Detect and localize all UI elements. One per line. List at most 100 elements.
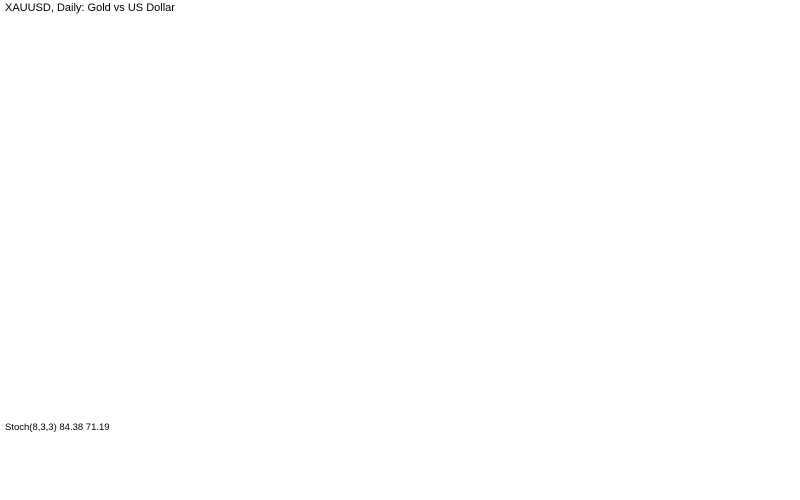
bull-candle-body <box>568 100 575 108</box>
bull-candle-body <box>320 228 327 248</box>
bull-candle-body <box>128 348 135 351</box>
stochastic-tick-label: 0.00 <box>753 474 772 485</box>
bull-candle-body <box>2 301 7 314</box>
candle <box>608 53 615 96</box>
bear-candle-body <box>24 326 31 353</box>
bull-candle-body <box>120 347 127 364</box>
bear-candle-body <box>496 77 503 120</box>
bull-candle-body <box>88 349 95 368</box>
candle <box>168 359 175 403</box>
candle <box>352 239 359 287</box>
bull-candle-body <box>360 227 367 270</box>
candle <box>136 294 143 361</box>
time-tick-label: 28 May 2024 <box>5 485 60 496</box>
level-price-badge <box>749 128 798 141</box>
candle <box>544 55 551 106</box>
price-tick-label: 2347.57 <box>753 317 787 328</box>
candle <box>368 168 375 232</box>
bull-candle-body <box>56 278 63 311</box>
time-tick-label: 19 Jun 2024 <box>133 485 185 496</box>
bull-candle-body <box>280 141 287 213</box>
candle <box>272 185 279 243</box>
candle <box>8 301 15 341</box>
bear-candle-body <box>352 261 359 268</box>
price-tick-label: 2520.69 <box>753 61 787 72</box>
time-tick-label: 23 Jul 2024 <box>325 485 374 496</box>
candle <box>32 310 39 370</box>
candle <box>72 372 79 413</box>
candle <box>64 261 71 413</box>
bear-candle-body <box>40 314 47 353</box>
candle <box>120 342 127 383</box>
candle <box>424 189 431 209</box>
bull-candle-body <box>592 86 599 101</box>
candle <box>208 294 215 350</box>
stochastic-axis: 100.00 80.00 20.00 0.00 <box>747 414 782 485</box>
bear-candle-body <box>488 75 495 80</box>
price-tick-label: 2455.77 <box>753 157 787 168</box>
candle <box>184 332 191 364</box>
candle <box>80 361 87 396</box>
price-tick-label: 2477.41 <box>753 119 787 130</box>
bull-candle-body <box>464 84 471 163</box>
candle <box>232 256 239 319</box>
candle <box>328 196 335 256</box>
current-price-label: 2553.52 <box>752 12 786 23</box>
bull-candle-body <box>576 70 583 102</box>
main-panel <box>1 1 748 418</box>
bull-candle-body <box>240 296 247 305</box>
bull-candle-body <box>176 351 183 396</box>
candle <box>192 335 199 361</box>
bear-candle-body <box>400 227 407 263</box>
bull-candle-body <box>208 308 215 348</box>
bear-candle-body <box>144 302 151 361</box>
bear-candle-body <box>552 91 559 99</box>
bull-candle-body <box>104 342 111 388</box>
price-tick-label: 2390.85 <box>753 253 787 264</box>
moving-average-line <box>2 81 620 354</box>
candle <box>56 275 63 314</box>
bull-candle-body <box>520 59 527 72</box>
candle <box>160 339 167 366</box>
bull-candle-body <box>536 62 543 90</box>
level-price-label: 2473.96 <box>752 130 786 141</box>
bear-candle-body <box>312 237 319 250</box>
bear-candle-body <box>328 231 335 248</box>
bull-candle-body <box>368 174 375 228</box>
bear-candle-body <box>392 183 399 226</box>
time-tick-label: 14 Aug 2024 <box>453 485 506 496</box>
candle <box>552 85 559 111</box>
candle <box>40 313 47 369</box>
candle <box>216 299 223 316</box>
candle <box>616 13 623 81</box>
stochastic-tick-label: 80.00 <box>753 430 777 441</box>
bear-candle-body <box>64 277 71 403</box>
bear-candle-body <box>160 342 167 364</box>
price-tick-label: 2434.13 <box>753 189 787 200</box>
stochastic-tick-label: 100.00 <box>753 414 782 425</box>
bull-candle-body <box>616 15 623 80</box>
candle <box>448 125 455 188</box>
price-tick-label: 2369.21 <box>753 285 787 296</box>
bear-candle-body <box>264 224 271 228</box>
stochastic-tick-label: 20.00 <box>753 458 777 469</box>
bear-candle-body <box>528 57 535 90</box>
stochastic-panel-border <box>1 418 748 480</box>
price-tick-label: 2499.05 <box>753 93 787 104</box>
time-tick-label: 7 Jun 2024 <box>69 485 116 496</box>
bull-candle-body <box>72 375 79 408</box>
bear-candle-body <box>472 86 479 90</box>
bear-candle-body <box>232 258 239 306</box>
candle <box>416 200 423 276</box>
bull-candle-body <box>432 136 439 204</box>
candle <box>432 133 439 206</box>
bear-candle-body <box>296 157 303 177</box>
stochastic-label: Stoch(8,3,3) 84.38 71.19 <box>5 422 110 433</box>
current-price-badge <box>749 10 798 23</box>
bull-candle-body <box>192 343 199 358</box>
bear-candle-body <box>168 362 175 396</box>
price-axis: 2542.33 2520.69 2499.05 2477.41 2455.77 2434.… <box>747 10 798 392</box>
bull-candle-body <box>80 366 87 378</box>
candle <box>488 66 495 106</box>
